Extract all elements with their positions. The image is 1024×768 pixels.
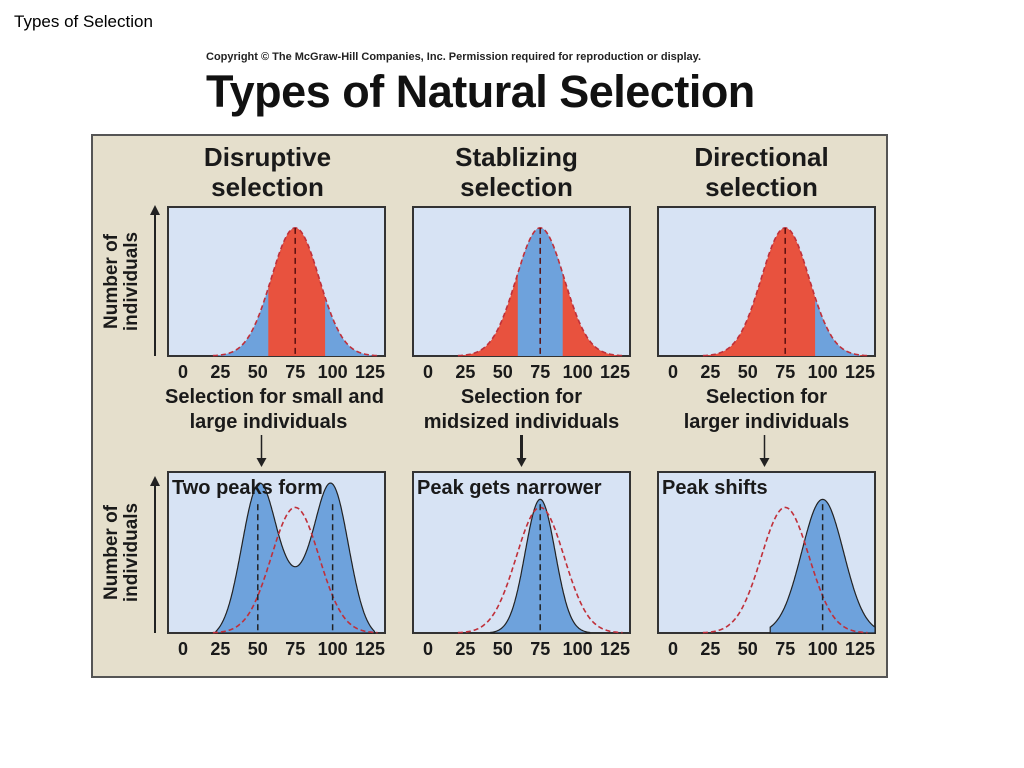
tick-label: 0 [668, 639, 678, 659]
tick-label: 50 [493, 362, 513, 382]
y-axis-label-line: individuals [121, 232, 142, 331]
caption-directional: larger individuals [684, 411, 850, 433]
tick-label: 75 [530, 639, 550, 659]
slide-title: Types of Selection [14, 12, 153, 31]
tick-label: 75 [285, 362, 305, 382]
tick-label: 100 [563, 639, 593, 659]
panel-heading-disruptive: selection [211, 172, 324, 202]
tick-label: 50 [738, 362, 758, 382]
y-axis-label-line: Number of [101, 233, 122, 329]
down-arrowhead [759, 458, 770, 467]
caption-disruptive: Selection for small and [165, 386, 384, 408]
selected-segment [815, 297, 860, 356]
tick-label: 0 [423, 639, 433, 659]
original-distribution-outline [212, 506, 378, 634]
panel-heading-directional: selection [705, 172, 818, 202]
panel-heading-stabilizing: Stablizing [455, 142, 578, 172]
y-axis-arrowhead [150, 205, 160, 215]
tick-label: 25 [210, 362, 230, 382]
tick-label: 50 [738, 639, 758, 659]
figure-heading: Types of Natural Selection [206, 66, 755, 117]
panel-heading-directional: Directional [694, 142, 828, 172]
caption-disruptive: large individuals [190, 411, 348, 433]
tick-label: 100 [808, 639, 838, 659]
caption-stabilizing: Selection for [461, 386, 582, 408]
tick-label: 25 [455, 639, 475, 659]
tick-label: 25 [455, 362, 475, 382]
tick-label: 25 [700, 362, 720, 382]
panel-heading-stabilizing: selection [460, 172, 573, 202]
result-label-disruptive: Two peaks form [172, 477, 323, 499]
y-axis-label-line: Number of [101, 504, 122, 600]
tick-label: 125 [845, 639, 875, 659]
y-axis-arrowhead [150, 476, 160, 486]
tick-label: 0 [668, 362, 678, 382]
result-distribution [215, 482, 376, 634]
tick-label: 0 [178, 639, 188, 659]
y-axis-label-top: Number of individuals [101, 232, 142, 331]
result-label-directional: Peak shifts [662, 477, 768, 499]
tick-label: 125 [600, 362, 630, 382]
caption-stabilizing: midsized individuals [424, 411, 620, 433]
tick-label: 50 [248, 362, 268, 382]
copyright-notice: Copyright © The McGraw-Hill Companies, I… [206, 51, 702, 63]
tick-label: 25 [700, 639, 720, 659]
selected-segment [268, 227, 326, 356]
tick-label: 100 [563, 362, 593, 382]
panel-heading-disruptive: Disruptive [204, 142, 331, 172]
tick-label: 0 [178, 362, 188, 382]
tick-label: 125 [600, 639, 630, 659]
y-axis-label-bottom: Number of individuals [101, 503, 142, 602]
tick-label: 50 [248, 639, 268, 659]
tick-label: 50 [493, 639, 513, 659]
caption-directional: Selection for [706, 386, 827, 408]
tick-label: 100 [318, 639, 348, 659]
tick-label: 75 [285, 639, 305, 659]
tick-label: 125 [845, 362, 875, 382]
down-arrowhead [516, 458, 527, 467]
original-distribution-outline [702, 506, 868, 634]
tick-label: 100 [808, 362, 838, 382]
tick-label: 125 [355, 362, 385, 382]
tick-label: 75 [775, 639, 795, 659]
tick-label: 125 [355, 639, 385, 659]
y-axis-label-line: individuals [121, 503, 142, 602]
tick-label: 75 [775, 362, 795, 382]
down-arrowhead [256, 458, 267, 467]
tick-label: 0 [423, 362, 433, 382]
tick-label: 100 [318, 362, 348, 382]
result-label-stabilizing: Peak gets narrower [417, 477, 602, 499]
tick-label: 25 [210, 639, 230, 659]
tick-label: 75 [530, 362, 550, 382]
